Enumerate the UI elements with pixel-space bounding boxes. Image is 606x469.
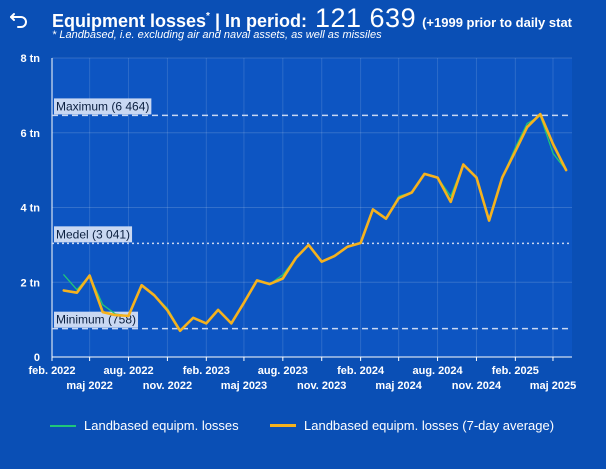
reference-label-maximum: Maximum (6 464) (56, 99, 149, 113)
prior-losses-note: (+1999 prior to daily stat (422, 15, 573, 30)
y-tick-label: 0 (34, 352, 40, 364)
x-tick-label: maj 2023 (221, 380, 267, 392)
x-tick-label: maj 2025 (530, 380, 576, 392)
undo-arrow-icon[interactable] (8, 8, 30, 30)
chart-footnote: * Landbased, i.e. excluding air and nava… (52, 29, 382, 41)
x-tick-label: feb. 2023 (183, 365, 230, 377)
y-tick-label: 4 tn (20, 203, 40, 215)
legend-label-average: Landbased equipm. losses (7-day average) (304, 418, 555, 433)
y-tick-label: 8 tn (20, 53, 40, 65)
x-tick-label: nov. 2024 (452, 380, 502, 392)
x-tick-label: nov. 2023 (297, 380, 346, 392)
x-tick-label: feb. 2024 (337, 365, 385, 377)
reference-label-bg-median (54, 226, 133, 243)
total-losses-value: 121 639 (314, 3, 417, 33)
x-tick-label: aug. 2022 (103, 365, 153, 377)
x-tick-label: maj 2024 (375, 380, 422, 392)
chart-header: Equipment losses* | In period: 121 639 (+1… (0, 0, 606, 52)
x-tick-label: feb. 2022 (28, 365, 75, 377)
legend-swatch-daily (50, 424, 76, 427)
legend-label-daily: Landbased equipm. losses (84, 418, 239, 433)
x-tick-label: aug. 2024 (412, 365, 463, 377)
legend-swatch-average (270, 424, 296, 427)
legend-item-average[interactable]: Landbased equipm. losses (7-day average) (270, 418, 554, 433)
reference-label-median: Medel (3 041) (56, 227, 130, 241)
y-tick-label: 6 tn (20, 128, 40, 140)
x-tick-label: maj 2022 (66, 380, 112, 392)
title-row: Equipment losses* | In period: 121 639 (+1… (52, 3, 572, 34)
y-tick-label: 2 tn (20, 277, 40, 289)
x-tick-label: nov. 2022 (143, 380, 192, 392)
x-tick-label: aug. 2023 (258, 365, 308, 377)
reference-label-bg-maximum (54, 98, 152, 115)
x-tick-label: feb. 2025 (492, 365, 539, 377)
chart-legend: Landbased equipm. losses Landbased equip… (50, 418, 590, 438)
chart-title: Equipment losses* | In period: (52, 11, 307, 31)
series-line-1 (62, 112, 568, 333)
legend-item-daily[interactable]: Landbased equipm. losses (50, 418, 239, 433)
